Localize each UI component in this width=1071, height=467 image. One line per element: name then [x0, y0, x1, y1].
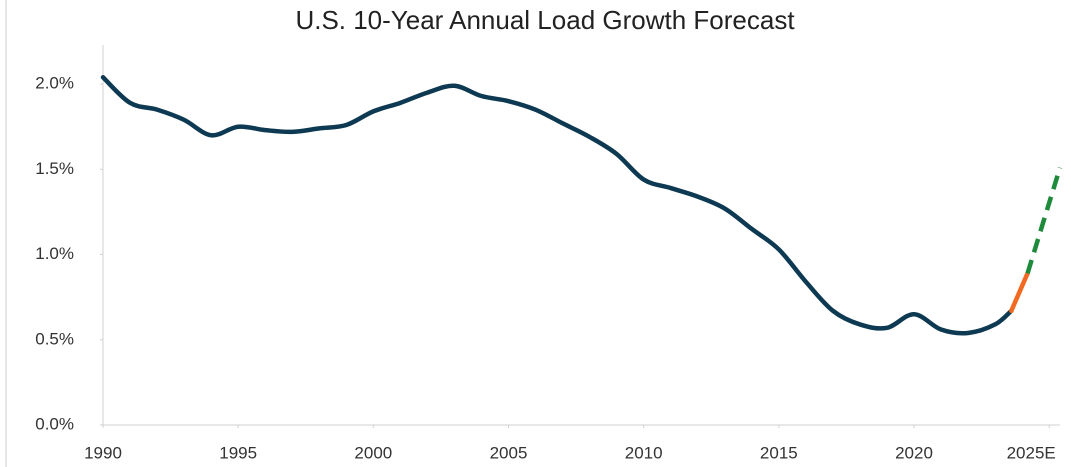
- series-line: [1009, 271, 1030, 314]
- series-line: [1025, 166, 1063, 274]
- y-tick-label: 1.5%: [35, 159, 74, 178]
- series-line: [100, 75, 1014, 336]
- x-tick-label: 1990: [84, 443, 122, 462]
- x-tick-label: 2010: [625, 443, 663, 462]
- x-tick-label: 2025E: [1007, 443, 1056, 462]
- y-tick-label: 0.5%: [35, 329, 74, 348]
- x-tick-label: 1995: [219, 443, 257, 462]
- x-tick-label: 2020: [895, 443, 933, 462]
- x-tick-label: 2015: [760, 443, 798, 462]
- chart-title: U.S. 10-Year Annual Load Growth Forecast: [295, 5, 795, 35]
- y-tick-label: 0.0%: [35, 414, 74, 433]
- y-tick-label: 1.0%: [35, 244, 74, 263]
- y-tick-label: 2.0%: [35, 74, 74, 93]
- x-tick-label: 2000: [354, 443, 392, 462]
- x-tick-label: 2005: [490, 443, 528, 462]
